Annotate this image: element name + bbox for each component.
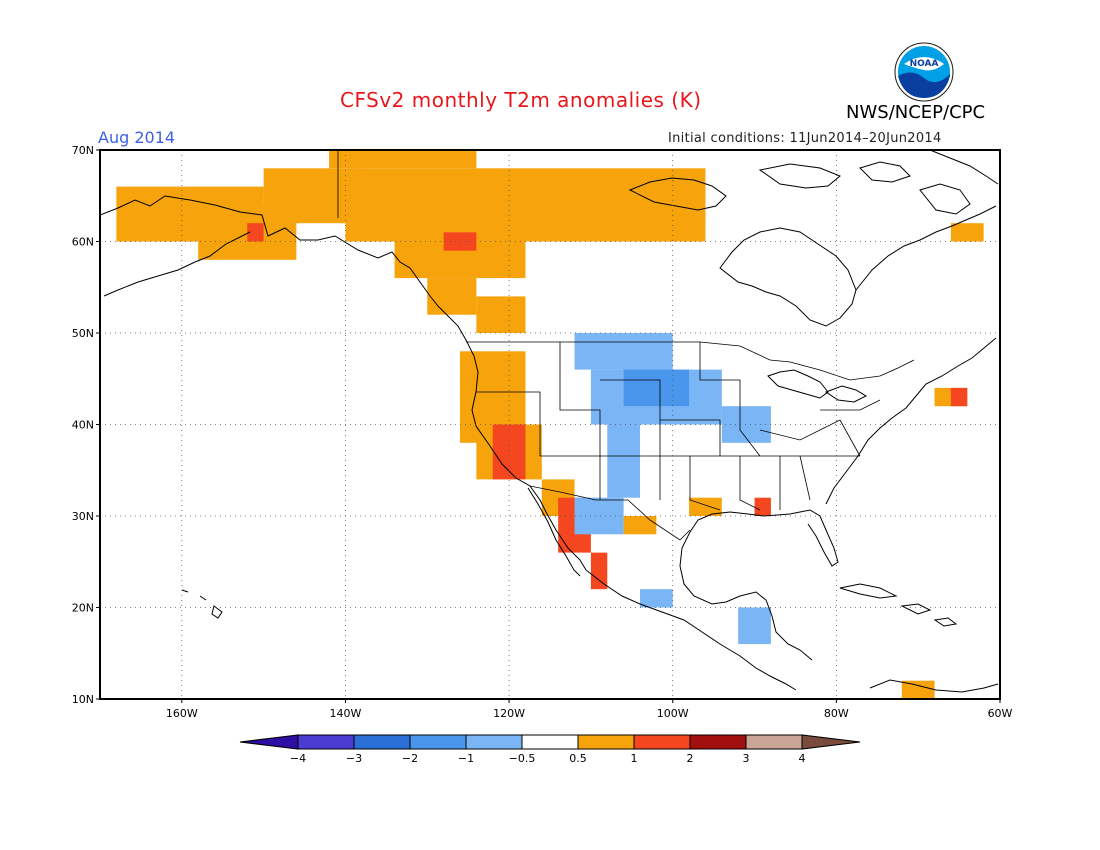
colorbar-box [577,734,635,750]
anomaly-cool-yucatan [738,607,771,645]
colorbar-box [745,734,803,750]
anomaly-warm-arctic [329,150,477,169]
colorbar-arrow-low [239,734,299,750]
anomaly-cool-sonora [574,497,624,535]
map-axes: 70N 60N 50N 40N 30N 20N 10N 160W 140W 120W 100W 80W… [72,144,1013,720]
initial-conditions: Initial conditions: 11Jun2014–20Jun2014 [668,131,942,146]
political-borders [337,150,915,541]
anomaly-hot-maritimes [950,387,968,407]
lat-label-40N: 40N [72,419,94,432]
anomaly-cool-mexico [640,589,673,608]
colorbar-label: −1 [458,752,474,765]
colorbar: −4 −3 −2 −1 −0.5 0.5 1 2 3 4 [239,734,861,765]
colorbar-label: 2 [687,752,694,765]
lon-label-80W: 80W [824,707,849,720]
colorbar-label: 3 [743,752,750,765]
anomaly-hot-alaska [247,223,264,242]
lon-label-100W: 100W [657,707,689,720]
anomaly-warm-bc-s [476,296,526,333]
lon-label-160W: 160W [166,707,198,720]
lat-label-70N: 70N [72,144,94,157]
anomaly-warm-labrador [950,223,984,242]
lat-label-30N: 30N [72,510,94,523]
lon-label-140W: 140W [330,707,362,720]
anomaly-cool-nm [607,424,640,498]
colorbar-label: 1 [631,752,638,765]
colorbar-box [465,734,523,750]
anomaly-warm-bc [427,278,477,315]
lat-label-60N: 60N [72,236,94,249]
anomaly-warm-tx [623,516,657,535]
colorbar-box [633,734,691,750]
colorbar-box [689,734,747,750]
anomaly-warm-sa [901,680,935,699]
lat-label-20N: 20N [72,602,94,615]
anomaly-cool-mo [721,406,771,443]
anomaly-hot-baja-s [590,552,608,590]
colorbar-label: 4 [799,752,806,765]
colorbar-label: −0.5 [509,752,536,765]
noaa-logo: NOAA [894,42,954,102]
colorbar-label: 0.5 [569,752,587,765]
colorbar-label: −2 [402,752,418,765]
logo-text: NOAA [910,59,939,69]
coastlines [100,150,999,693]
colorbar-box [409,734,467,750]
anomaly-cool-dakotas [623,369,690,407]
lon-label-60W: 60W [988,707,1013,720]
colorbar-label: −4 [290,752,306,765]
anomaly-hot-ms [754,497,771,516]
colorbar-box [521,734,579,750]
colorbar-arrow-high [801,734,861,750]
colorbar-label: −3 [346,752,362,765]
forecast-month: Aug 2014 [98,128,176,147]
colorbar-box [353,734,411,750]
map-title: CFSv2 monthly T2m anomalies (K) [340,88,702,112]
lat-label-10N: 10N [72,693,94,706]
anomaly-warm-nunavut [607,186,706,224]
colorbar-box [297,734,355,750]
gridlines [100,150,1000,699]
lat-label-50N: 50N [72,327,94,340]
anomaly-cool-prairies [574,333,673,370]
agency-label: NWS/NCEP/CPC [846,102,986,123]
lon-label-120W: 120W [493,707,525,720]
